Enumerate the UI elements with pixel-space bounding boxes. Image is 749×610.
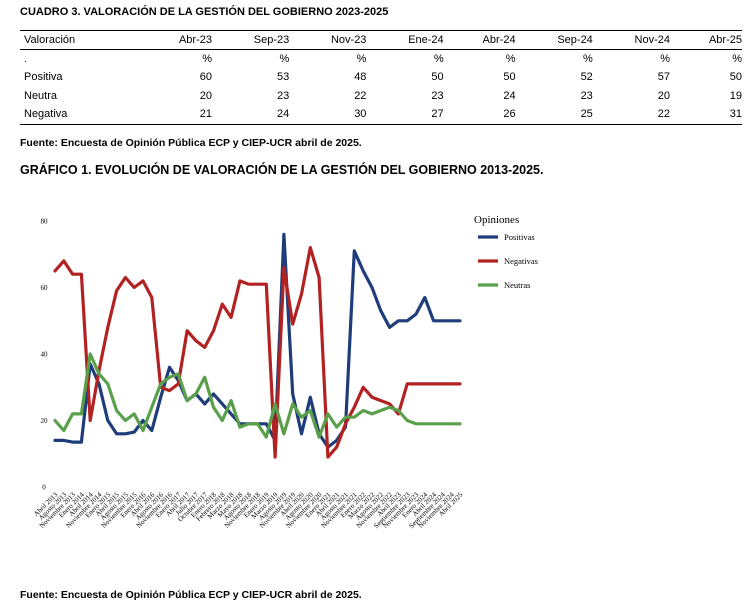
table-cell: 23 xyxy=(431,89,444,102)
table-cell: 23 xyxy=(276,89,290,102)
table-cell: 23 xyxy=(580,89,593,102)
table-cell: % xyxy=(660,52,671,65)
table-cell: 22 xyxy=(354,89,367,102)
header-cell: Abr-23 xyxy=(178,34,212,47)
header-cell: Nov-24 xyxy=(634,34,671,47)
header-cell: Sep-23 xyxy=(253,34,290,47)
table-header-row: Valoración Abr-23 Sep-23 Nov-23 Ene-24 A… xyxy=(20,31,742,50)
legend-entry: Neutras xyxy=(504,280,530,290)
table-cell: % xyxy=(356,52,367,65)
table-cell: 60 xyxy=(199,71,212,84)
table-row: Neutra 20 23 22 23 24 23 20 19 xyxy=(20,87,742,106)
table-cell: % xyxy=(433,52,444,65)
legend-title: Opiniones xyxy=(474,214,519,226)
table-cell: % xyxy=(505,52,516,65)
header-cell: Valoración xyxy=(24,34,76,47)
table-row: Negativa 21 24 30 27 26 25 22 31 xyxy=(20,105,742,124)
table-cell: . xyxy=(24,52,28,65)
table-cell: 50 xyxy=(729,71,742,84)
y-tick-label: 40 xyxy=(41,351,49,359)
y-tick-label: 80 xyxy=(41,218,49,226)
table-cell: % xyxy=(583,52,593,65)
table-cell: 53 xyxy=(276,71,290,84)
table-cell: 57 xyxy=(657,71,671,84)
table-top-rule xyxy=(20,30,742,31)
chart-source-note: Fuente: Encuesta de Opinión Pública ECP … xyxy=(20,589,362,601)
table-cell: Positiva xyxy=(24,71,63,84)
series-line-neutras xyxy=(53,352,462,439)
table-cell: 22 xyxy=(657,108,671,121)
table-cell: 50 xyxy=(431,71,444,84)
table-row: Positiva 60 53 48 50 50 52 57 50 xyxy=(20,68,742,87)
table-cell: Negativa xyxy=(24,108,68,121)
header-cell: Ene-24 xyxy=(408,34,444,47)
table-cell: % xyxy=(202,52,212,65)
table-cell: 26 xyxy=(503,108,516,121)
table-cell: 20 xyxy=(657,89,671,102)
y-tick-label: 60 xyxy=(41,284,49,292)
table-header-rule xyxy=(20,49,742,50)
table-cell: 24 xyxy=(503,89,516,102)
table-bottom-rule xyxy=(20,124,742,125)
table-cell: 50 xyxy=(503,71,516,84)
table-cell: 24 xyxy=(276,108,290,121)
table-cell: 21 xyxy=(199,108,212,121)
table-source-note: Fuente: Encuesta de Opinión Pública ECP … xyxy=(20,137,362,149)
legend-entry: Negativas xyxy=(504,256,538,266)
header-cell: Sep-24 xyxy=(557,34,593,47)
y-tick-label: 0 xyxy=(42,484,46,492)
table-cell: 48 xyxy=(354,71,367,84)
header-cell: Abr-24 xyxy=(482,34,516,47)
table-cell: 30 xyxy=(354,108,367,121)
table-cell: 19 xyxy=(729,89,742,102)
table-cell: % xyxy=(732,52,742,65)
table-cell: 25 xyxy=(580,108,593,121)
table-cell: 52 xyxy=(580,71,593,84)
table-cell: Neutra xyxy=(24,89,58,102)
table-cell: 31 xyxy=(729,108,742,121)
header-cell: Abr-25 xyxy=(708,34,742,47)
table-title: CUADRO 3. VALORACIÓN DE LA GESTIÓN DEL G… xyxy=(20,6,389,18)
chart-title: GRÁFICO 1. EVOLUCIÓN DE VALORACIÓN DE LA… xyxy=(20,163,544,177)
y-tick-label: 20 xyxy=(41,417,49,425)
header-cell: Nov-23 xyxy=(330,34,367,47)
table-row: . % % % % % % % % xyxy=(20,50,742,69)
legend-entry: Positivas xyxy=(504,232,535,242)
table-cell: 27 xyxy=(431,108,444,121)
table-cell: 20 xyxy=(199,89,212,102)
table-cell: % xyxy=(279,52,290,65)
valoracion-table: Valoración Abr-23 Sep-23 Nov-23 Ene-24 A… xyxy=(20,31,742,124)
